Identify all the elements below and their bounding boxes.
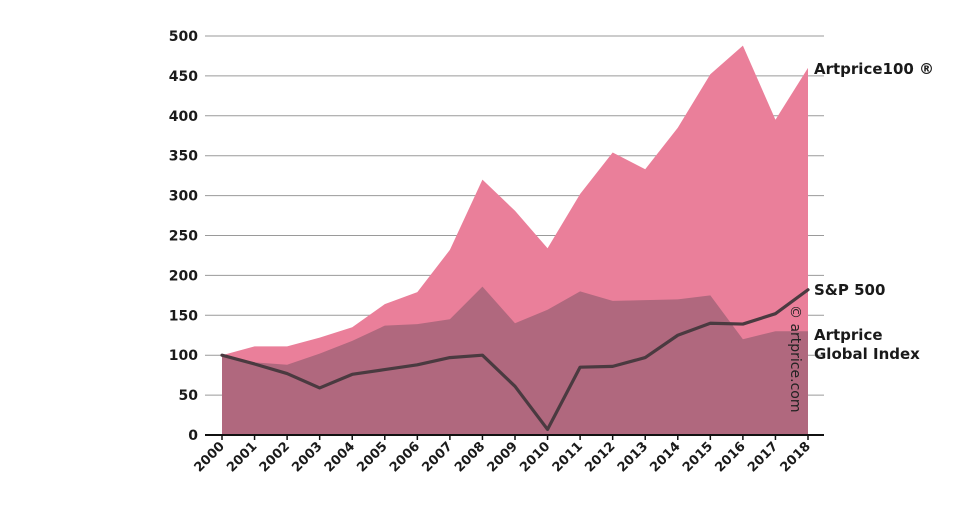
x-tick-label: 2018 (778, 439, 814, 475)
axes (205, 434, 824, 440)
line-series-0 (220, 288, 810, 432)
y-tick-label: 500 (169, 29, 198, 45)
area-series-1 (222, 286, 808, 435)
area-series (222, 45, 808, 436)
y-axis-tick-labels: 0 50 100 150 200 250 300 350 400 450 500 (169, 29, 198, 444)
x-tick-label: 2010 (517, 439, 553, 475)
y-tick-label: 350 (169, 149, 198, 165)
series-labels: Artprice100 ® S&P 500 Artprice Global In… (814, 60, 934, 363)
x-tick-label: 2015 (680, 439, 716, 475)
x-tick-label: 2009 (485, 439, 521, 475)
x-tick-label: 2006 (387, 439, 423, 475)
x-tick-label: 2014 (647, 439, 683, 475)
label-global-index-line1: Artprice (814, 326, 883, 344)
label-sp500: S&P 500 (814, 281, 885, 299)
x-tick-label: 2001 (224, 439, 260, 475)
x-axis-tick-labels: 2000200120022003200420052006200720082009… (192, 439, 814, 475)
y-tick-label: 450 (169, 69, 198, 85)
y-tick-label: 250 (169, 229, 198, 245)
x-tick-label: 2008 (452, 439, 488, 475)
x-tick-label: 2002 (257, 439, 293, 475)
x-tick-label: 2004 (322, 439, 358, 475)
x-tick-label: 2000 (192, 439, 228, 475)
x-tick-label: 2012 (582, 439, 618, 475)
y-tick-label: 0 (188, 428, 198, 444)
x-tick-label: 2003 (289, 439, 325, 475)
y-tick-label: 150 (169, 308, 198, 324)
label-artprice100: Artprice100 ® (814, 60, 934, 78)
x-tick-label: 2007 (420, 439, 456, 475)
y-tick-label: 50 (179, 388, 199, 404)
x-tick-label: 2011 (550, 439, 586, 475)
y-tick-label: 300 (169, 189, 198, 205)
x-tick-label: 2005 (354, 439, 390, 475)
x-tick-label: 2017 (745, 439, 781, 475)
y-tick-label: 100 (169, 348, 198, 364)
line-series (220, 288, 810, 432)
x-tick-label: 2013 (615, 439, 651, 475)
x-tick-label: 2016 (713, 439, 749, 475)
watermark: © artprice.com (787, 305, 803, 412)
y-tick-label: 200 (169, 268, 198, 284)
label-global-index-line2: Global Index (814, 345, 920, 363)
y-tick-label: 400 (169, 109, 198, 125)
